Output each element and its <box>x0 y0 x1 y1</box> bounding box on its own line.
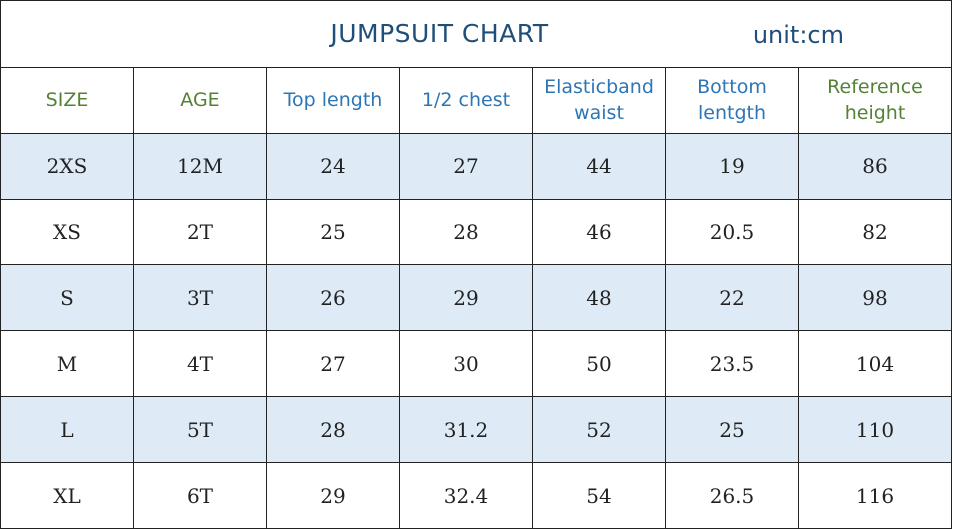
table-cell: 26.5 <box>665 462 799 529</box>
table-cell: 4T <box>133 330 267 398</box>
table-cell: 116 <box>797 462 953 529</box>
column-header: 1/2 chest <box>399 66 533 134</box>
table-cell: 25 <box>266 198 400 266</box>
table-cell: 48 <box>532 264 666 332</box>
table-cell: 20.5 <box>665 198 799 266</box>
column-header: SIZE <box>0 66 134 134</box>
table-cell: 98 <box>797 264 953 332</box>
table-cell: 82 <box>797 198 953 266</box>
table-cell: 46 <box>532 198 666 266</box>
table-cell: 86 <box>797 132 953 200</box>
unit-label: unit:cm <box>752 21 845 49</box>
column-header: Bottom lentgth <box>665 66 799 134</box>
table-cell: XS <box>0 198 134 266</box>
table-cell: S <box>0 264 134 332</box>
table-cell: 50 <box>532 330 666 398</box>
column-header: Top length <box>266 66 400 134</box>
table-row: 2XS 12M 24 27 44 19 86 <box>0 132 953 200</box>
column-header: Elasticband waist <box>532 66 666 134</box>
table-cell: 104 <box>797 330 953 398</box>
table-cell: 2T <box>133 198 267 266</box>
table-cell: 19 <box>665 132 799 200</box>
table-cell: 5T <box>133 396 267 464</box>
table-row: XS 2T 25 28 46 20.5 82 <box>0 198 953 266</box>
table-cell: 52 <box>532 396 666 464</box>
table-cell: 2XS <box>0 132 134 200</box>
column-header: Reference height <box>797 66 953 134</box>
table-cell: 31.2 <box>399 396 533 464</box>
table-cell: 28 <box>399 198 533 266</box>
table-row: S 3T 26 29 48 22 98 <box>0 264 953 332</box>
table-cell: XL <box>0 462 134 529</box>
table-cell: 25 <box>665 396 799 464</box>
chart-title: JUMPSUIT CHART <box>330 19 549 48</box>
header-row: SIZE AGE Top length 1/2 chest Elasticband wa… <box>0 66 953 134</box>
column-header: AGE <box>133 66 267 134</box>
table-cell: 26 <box>266 264 400 332</box>
table-cell: 29 <box>266 462 400 529</box>
table-cell: 22 <box>665 264 799 332</box>
table-cell: 110 <box>797 396 953 464</box>
table-row: M 4T 27 30 50 23.5 104 <box>0 330 953 398</box>
title-row: JUMPSUIT CHART unit:cm <box>0 0 953 68</box>
table-cell: M <box>0 330 134 398</box>
table-cell: 28 <box>266 396 400 464</box>
table-cell: 3T <box>133 264 267 332</box>
table-row: L 5T 28 31.2 52 25 110 <box>0 396 953 464</box>
table-cell: 6T <box>133 462 267 529</box>
table-row: XL 6T 29 32.4 54 26.5 116 <box>0 462 953 529</box>
table-cell: 27 <box>399 132 533 200</box>
table-cell: 29 <box>399 264 533 332</box>
table-cell: 32.4 <box>399 462 533 529</box>
table-cell: 24 <box>266 132 400 200</box>
table-cell: L <box>0 396 134 464</box>
table-cell: 27 <box>266 330 400 398</box>
table-cell: 23.5 <box>665 330 799 398</box>
table-cell: 12M <box>133 132 267 200</box>
table-cell: 44 <box>532 132 666 200</box>
table-cell: 30 <box>399 330 533 398</box>
title-cell: JUMPSUIT CHART unit:cm <box>0 0 953 68</box>
table-cell: 54 <box>532 462 666 529</box>
